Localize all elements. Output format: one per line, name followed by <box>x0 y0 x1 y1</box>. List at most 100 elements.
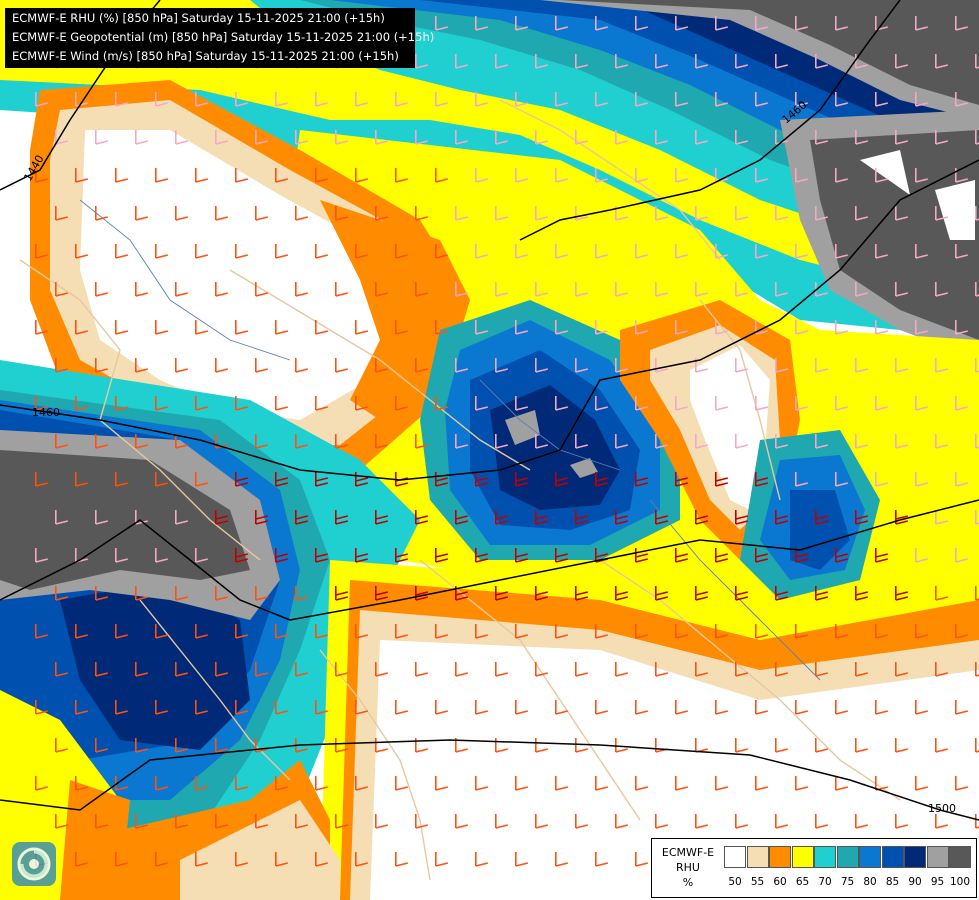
barb-flag <box>215 748 228 753</box>
legend-model: ECMWF-E <box>661 846 715 859</box>
barb-flag <box>475 330 488 335</box>
barb-flag <box>635 482 648 487</box>
barb-flag <box>95 444 108 449</box>
wind-barb <box>494 54 508 69</box>
wind-barb <box>734 358 748 373</box>
barb-flag <box>415 520 428 525</box>
wind-barb <box>514 776 528 791</box>
wind-barb <box>114 624 128 639</box>
barb-flag <box>155 634 168 639</box>
barb-flag <box>415 596 428 601</box>
wind-barb <box>574 662 588 677</box>
barb-flag <box>675 482 688 487</box>
wind-barb <box>114 548 128 563</box>
barb-flag <box>875 558 888 563</box>
barb-flag <box>515 26 528 31</box>
barb-flag <box>415 672 428 677</box>
wind-barb <box>354 92 368 107</box>
wind-barb <box>854 206 868 221</box>
wind-barb <box>174 282 188 297</box>
wind-barb <box>714 92 728 107</box>
wind-barb <box>554 624 568 639</box>
barb-flag <box>395 482 408 487</box>
legend-swatch <box>859 846 881 868</box>
barb-flag <box>975 446 979 449</box>
barb-flag <box>775 368 788 373</box>
barb-flag <box>255 515 268 520</box>
wind-barb <box>374 130 388 145</box>
title-rhu: ECMWF-E RHU (%) [850 hPa] Saturday 15-11… <box>12 11 385 25</box>
barb-flag <box>455 596 468 601</box>
barb-flag <box>555 710 568 715</box>
barb-flag <box>315 406 328 411</box>
barb-flag <box>155 862 168 867</box>
wind-barb <box>754 92 768 107</box>
wind-barb <box>434 320 448 335</box>
barb-flag <box>715 330 728 335</box>
barb-flag <box>135 444 148 449</box>
wind-barb <box>274 320 288 335</box>
wind-barb <box>694 814 708 829</box>
barb-flag <box>455 520 468 525</box>
wind-barb <box>854 130 868 145</box>
barb-flag <box>355 558 368 563</box>
wind-barb <box>374 662 388 677</box>
barb-flag <box>415 216 428 221</box>
wind-barb <box>634 548 648 563</box>
barb-flag <box>315 330 328 335</box>
wind-barb <box>954 472 968 487</box>
barb-flag <box>475 558 488 563</box>
barb-flag <box>835 102 848 107</box>
barb-flag <box>475 254 488 259</box>
barb-flag <box>275 482 288 487</box>
wind-barb <box>954 168 968 183</box>
barb-flag <box>255 292 268 297</box>
barb-flag <box>355 406 368 411</box>
barb-flag <box>495 748 508 753</box>
wind-barb <box>434 16 448 31</box>
wind-barb <box>334 586 348 601</box>
barb-flag <box>575 64 588 69</box>
barb-flag <box>295 140 308 145</box>
legend-swatch <box>724 846 746 868</box>
wind-barb <box>334 358 348 373</box>
wind-barb <box>194 92 208 107</box>
barb-flag <box>175 748 188 753</box>
barb-flag <box>615 140 628 145</box>
barb-flag <box>575 515 588 520</box>
wind-barb <box>774 206 788 221</box>
barb-flag <box>895 824 908 829</box>
barb-flag <box>155 786 168 791</box>
wind-barb <box>974 434 979 449</box>
barb-flag <box>435 406 448 411</box>
wind-barb <box>434 548 448 563</box>
barb-flag <box>715 406 728 411</box>
wind-barb <box>394 320 408 335</box>
wind-barb <box>74 472 88 487</box>
wind-barb <box>634 320 648 335</box>
barb-flag <box>295 444 308 449</box>
wind-barb <box>374 358 388 373</box>
wind-barb <box>554 396 568 411</box>
wind-barb <box>94 814 108 829</box>
wind-barb <box>274 548 288 563</box>
geopotential-isolines <box>0 0 979 821</box>
wind-barb <box>74 244 88 259</box>
barb-flag <box>835 482 848 487</box>
barb-flag <box>615 64 628 69</box>
barb-flag <box>75 862 88 867</box>
barb-flag <box>95 596 108 601</box>
wind-barb <box>234 396 248 411</box>
barb-flag <box>835 786 848 791</box>
wind-barb <box>954 548 968 563</box>
barb-flag <box>435 710 448 715</box>
barb-flag <box>615 368 628 373</box>
barb-flag <box>375 368 388 373</box>
wind-barb <box>494 206 508 221</box>
wind-barb <box>74 320 88 335</box>
barb-flag <box>415 64 428 69</box>
wind-barb <box>354 776 368 791</box>
legend-swatch <box>836 846 859 868</box>
barb-flag <box>395 553 408 558</box>
wind-barb <box>594 852 608 867</box>
